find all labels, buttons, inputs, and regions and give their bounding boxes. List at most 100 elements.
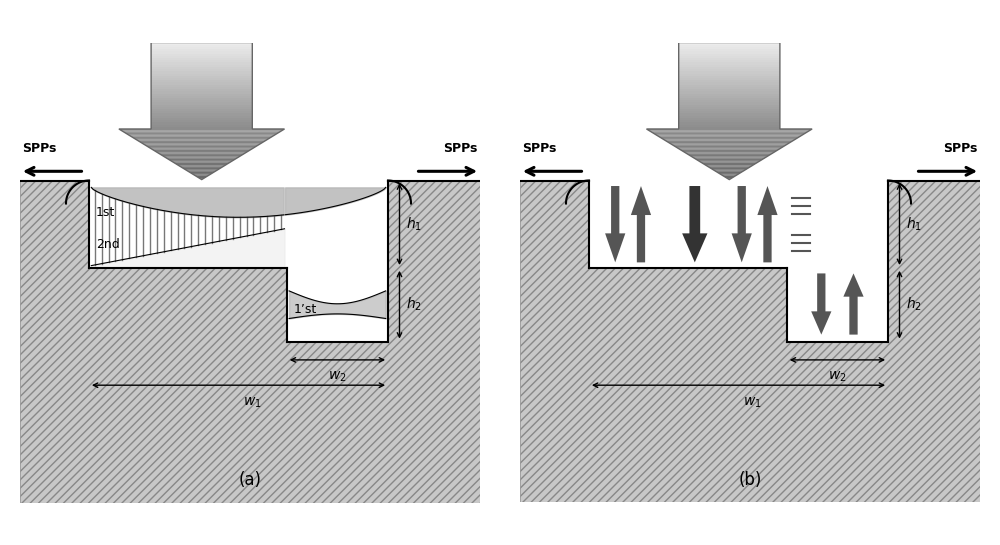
Polygon shape	[142, 143, 261, 144]
Bar	[151, 116, 252, 118]
Polygon shape	[605, 186, 625, 262]
Polygon shape	[176, 164, 227, 165]
Bar	[679, 94, 780, 96]
Polygon shape	[725, 177, 734, 178]
Bar	[151, 118, 252, 120]
Bar	[151, 98, 252, 100]
Polygon shape	[185, 169, 219, 171]
Polygon shape	[136, 140, 268, 141]
Polygon shape	[163, 156, 240, 158]
Bar	[151, 80, 252, 82]
Bar	[679, 102, 780, 105]
Text: (a): (a)	[239, 471, 262, 489]
Polygon shape	[121, 130, 282, 131]
Polygon shape	[670, 143, 789, 144]
Bar	[589, 180, 888, 268]
Bar	[679, 118, 780, 120]
Bar	[151, 47, 252, 49]
Bar	[151, 105, 252, 107]
Bar	[679, 82, 780, 84]
Polygon shape	[132, 137, 272, 138]
Polygon shape	[672, 144, 787, 146]
Polygon shape	[138, 141, 265, 142]
Bar	[151, 120, 252, 122]
Bar	[679, 80, 780, 82]
Text: 2nd: 2nd	[96, 238, 120, 251]
Polygon shape	[721, 174, 738, 175]
Bar	[679, 105, 780, 107]
Text: $h_1$: $h_1$	[406, 215, 422, 233]
Polygon shape	[666, 141, 793, 142]
Bar	[151, 102, 252, 105]
Bar	[151, 122, 252, 125]
Polygon shape	[691, 156, 768, 158]
Polygon shape	[708, 167, 751, 168]
Bar	[151, 96, 252, 98]
Polygon shape	[170, 160, 234, 161]
Polygon shape	[153, 150, 251, 151]
Bar	[679, 122, 780, 125]
Bar	[679, 109, 780, 111]
Polygon shape	[700, 161, 759, 163]
Polygon shape	[159, 154, 244, 155]
Polygon shape	[631, 186, 651, 262]
Text: $w_2$: $w_2$	[828, 370, 847, 384]
Bar	[151, 67, 252, 69]
Polygon shape	[689, 155, 770, 156]
Polygon shape	[200, 178, 204, 180]
Bar	[679, 107, 780, 109]
Polygon shape	[659, 137, 799, 138]
Bar	[151, 65, 252, 67]
Polygon shape	[704, 164, 755, 165]
Polygon shape	[678, 148, 780, 150]
Text: $h_1$: $h_1$	[906, 215, 922, 233]
Bar	[679, 43, 780, 45]
Polygon shape	[680, 150, 778, 151]
Bar	[151, 71, 252, 74]
Polygon shape	[706, 165, 753, 167]
Bar	[679, 69, 780, 71]
Polygon shape	[651, 131, 808, 133]
Polygon shape	[668, 142, 791, 143]
Polygon shape	[149, 147, 255, 148]
Polygon shape	[757, 186, 778, 262]
Bar	[679, 111, 780, 113]
Polygon shape	[657, 136, 801, 137]
Polygon shape	[693, 158, 765, 159]
Bar	[151, 49, 252, 51]
Polygon shape	[161, 155, 242, 156]
Bar	[679, 116, 780, 118]
Bar	[151, 78, 252, 80]
Polygon shape	[723, 175, 736, 177]
Polygon shape	[168, 159, 236, 160]
Polygon shape	[189, 172, 214, 173]
Polygon shape	[732, 186, 752, 262]
Polygon shape	[146, 146, 257, 147]
Bar	[679, 63, 780, 65]
Polygon shape	[717, 172, 742, 173]
Polygon shape	[520, 180, 980, 502]
Text: SPPs: SPPs	[522, 142, 557, 155]
Polygon shape	[710, 168, 748, 169]
Polygon shape	[719, 173, 740, 174]
Text: 1st: 1st	[96, 206, 115, 219]
Bar	[679, 49, 780, 51]
Polygon shape	[166, 158, 238, 159]
Bar	[679, 84, 780, 87]
Polygon shape	[682, 186, 707, 262]
Bar	[151, 84, 252, 87]
Text: $w_2$: $w_2$	[328, 370, 347, 384]
Polygon shape	[155, 151, 248, 153]
Bar	[679, 47, 780, 49]
Text: 1’st: 1’st	[294, 303, 317, 316]
Bar	[679, 87, 780, 89]
Polygon shape	[157, 153, 246, 154]
Bar	[679, 96, 780, 98]
Bar	[151, 91, 252, 94]
Bar	[151, 51, 252, 53]
Polygon shape	[134, 138, 270, 140]
Polygon shape	[663, 140, 795, 141]
Text: SPPs: SPPs	[943, 142, 978, 155]
Text: $h_2$: $h_2$	[906, 296, 922, 313]
Bar	[679, 58, 780, 60]
